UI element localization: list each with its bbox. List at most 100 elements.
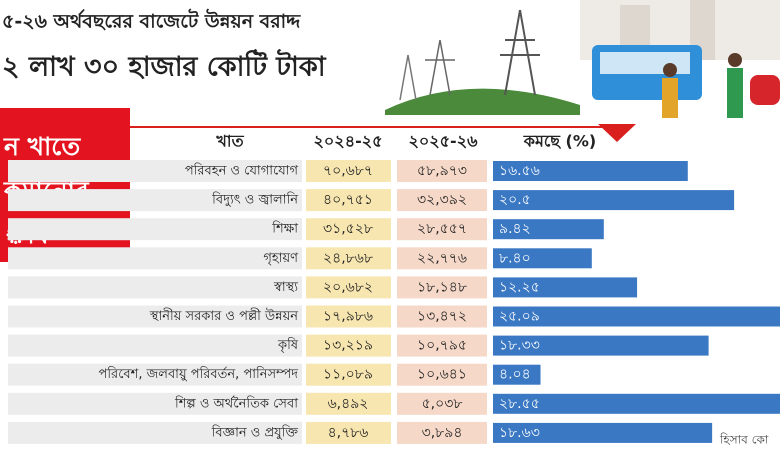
- cell-bg: [306, 160, 391, 182]
- sector-label: গৃহায়ণ: [263, 251, 299, 266]
- budget-2025-26: ১৮,১৪৮: [417, 279, 467, 295]
- cell-bg: [397, 276, 487, 299]
- budget-2025-26: ৩,৮৯৪: [422, 425, 463, 441]
- cell-bg: [397, 305, 487, 328]
- cell-bg: [397, 363, 487, 386]
- cell-bg: [397, 247, 487, 270]
- bar: [493, 422, 713, 443]
- pylon: [399, 54, 417, 101]
- budget-2024-25: ২৪,৮৬৮: [323, 250, 373, 266]
- budget-2024-25: ২০,৬৮২: [323, 279, 373, 295]
- cell-bg: [306, 334, 391, 357]
- hill: [385, 88, 580, 115]
- bar: [493, 190, 735, 211]
- row-bg: [8, 305, 302, 328]
- budget-2025-26: ৫৮,৯৭৩: [417, 163, 467, 179]
- cell-bg: [397, 218, 487, 241]
- bar-label: ৪.০৪: [499, 367, 531, 383]
- bar: [493, 335, 709, 356]
- row-bg: [8, 421, 302, 444]
- cell-bg: [306, 421, 391, 444]
- column-header: কমছে (%): [523, 132, 596, 151]
- bar: [493, 364, 541, 385]
- budget-2025-26: ৫,০৩৮: [422, 396, 463, 412]
- budget-2025-26: ১৩,৪৭২: [417, 309, 467, 325]
- sector-label: কৃষি: [277, 337, 299, 353]
- bar-label: ৮.৪০: [499, 250, 531, 266]
- cell-bg: [397, 160, 487, 182]
- cell-bg: [397, 334, 487, 357]
- sector-label: স্বাস্থ্য: [273, 280, 298, 295]
- cell-bg: [306, 247, 391, 270]
- budget-2025-26: ২২,৭৭৬: [417, 250, 467, 266]
- cell-bg: [306, 363, 391, 386]
- budget-2024-25: ৬,৪৯২: [328, 396, 369, 412]
- row-bg: [8, 392, 302, 415]
- row-bg: [8, 334, 302, 357]
- sector-label: বিদ্যুৎ ও জ্বালানি: [211, 192, 298, 208]
- title: ৫-২৬ অর্থবছরের বাজেটে উন্নয়ন বরাদ্দ: [2, 9, 301, 33]
- car: [750, 75, 780, 105]
- bar: [493, 277, 638, 298]
- sector-label: শিল্প ও অর্থনৈতিক সেবা: [174, 395, 298, 411]
- person: [663, 63, 677, 77]
- cell-bg: [306, 189, 391, 212]
- bar-label: ১৬.৫৬: [499, 163, 540, 179]
- budget-2025-26: ১০,৬৪১: [417, 367, 467, 383]
- cell-bg: [306, 218, 391, 241]
- budget-2024-25: ১৭,৯৮৬: [323, 309, 373, 325]
- cell-bg: [397, 189, 487, 212]
- bar-label: ১৮.৩৩: [499, 338, 540, 354]
- budget-2025-26: ১০,৭৯৫: [417, 338, 467, 354]
- budget-2024-25: ৪,৭৮৬: [328, 425, 369, 441]
- budget-2024-25: ১১,০৮৯: [323, 367, 373, 383]
- cell-bg: [306, 305, 391, 328]
- person: [727, 68, 743, 118]
- bar: [493, 161, 688, 181]
- sector-label: পরিবেশ, জলবায়ু পরিবর্তন, পানিসম্পদ: [99, 366, 299, 382]
- row-bg: [8, 189, 302, 212]
- footnote: হিসাব কো: [719, 433, 769, 447]
- bar: [493, 248, 592, 269]
- bar: [493, 393, 780, 414]
- budget-2024-25: ৪০,৭৫১: [323, 192, 373, 208]
- bar-label: ১২.২৫: [499, 279, 540, 295]
- sector-label: স্থানীয় সরকার ও পল্লী উন্নয়ন: [149, 308, 298, 324]
- person: [662, 78, 678, 118]
- bar-label: ২৫.০৯: [499, 309, 540, 325]
- row-bg: [8, 160, 302, 182]
- bar: [493, 306, 780, 327]
- row-bg: [8, 363, 302, 386]
- bar: [493, 219, 604, 240]
- budget-2024-25: ৩১,৫২৮: [323, 221, 373, 237]
- column-header: খাত: [215, 132, 244, 151]
- column-header: ২০২৫-২৬: [408, 132, 478, 151]
- pylon: [500, 9, 540, 96]
- side-note-line: ন খাতে: [3, 132, 81, 161]
- subtitle: ২ লাখ ৩০ হাজার কোটি টাকা: [2, 49, 327, 83]
- column-header: ২০২৪-২৫: [313, 132, 382, 151]
- illustration: [385, 0, 780, 118]
- bar-label: ৯.৪২: [499, 221, 531, 237]
- sector-label: পরিবহন ও যোগাযোগ: [185, 163, 299, 179]
- cell-bg: [397, 421, 487, 444]
- sector-label: শিক্ষা: [271, 221, 298, 237]
- cell-bg: [306, 276, 391, 299]
- bar-label: ২০.৫: [499, 192, 531, 208]
- budget-2024-25: ১৩,২১৯: [323, 338, 373, 354]
- person: [728, 53, 742, 67]
- cell-bg: [306, 392, 391, 415]
- pylon: [425, 39, 455, 96]
- budget-2025-26: ২৮,৫৫৭: [417, 221, 467, 237]
- bar-label: ১৮.৬৩: [499, 425, 540, 441]
- sector-label: বিজ্ঞান ও প্রযুক্তি: [211, 424, 299, 440]
- budget-2025-26: ৩২,৩৯২: [417, 192, 467, 208]
- cell-bg: [397, 392, 487, 415]
- row-bg: [8, 276, 302, 299]
- bar-label: ২৮.৫৫: [499, 396, 540, 412]
- budget-2024-25: ৭০,৬৮৭: [323, 163, 373, 179]
- row-bg: [8, 218, 302, 241]
- row-bg: [8, 247, 302, 270]
- header-arrow: [598, 124, 636, 142]
